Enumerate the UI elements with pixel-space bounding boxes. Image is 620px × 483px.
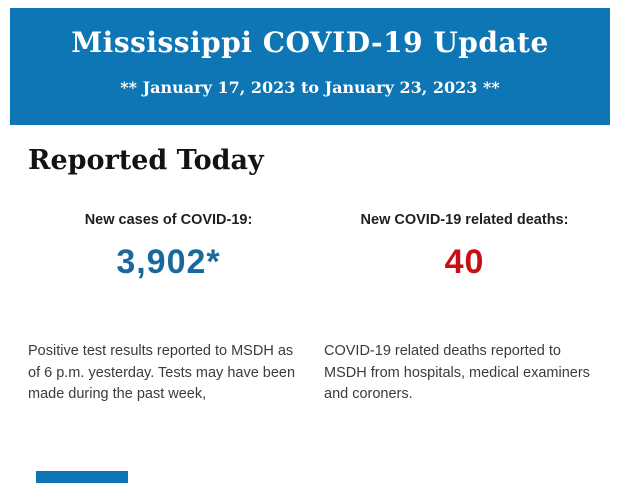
date-range: ** January 17, 2023 to January 23, 2023 … bbox=[120, 78, 500, 97]
newsletter-title: Mississippi COVID-19 Update bbox=[71, 26, 549, 59]
section-heading: Reported Today bbox=[28, 145, 264, 176]
next-section-banner-fragment bbox=[36, 471, 128, 483]
new-cases-value: 3,902* bbox=[116, 243, 221, 281]
stats-grid: New cases of COVID-19: 3,902* Positive t… bbox=[0, 178, 620, 406]
new-cases-column: New cases of COVID-19: 3,902* Positive t… bbox=[28, 178, 309, 406]
new-deaths-label: New COVID-19 related deaths: bbox=[360, 212, 569, 228]
new-deaths-column: New COVID-19 related deaths: 40 COVID-19… bbox=[324, 178, 605, 406]
new-cases-description: Positive test results reported to MSDH a… bbox=[28, 343, 296, 402]
new-deaths-description: COVID-19 related deaths reported to MSDH… bbox=[324, 343, 590, 402]
new-deaths-value: 40 bbox=[444, 243, 485, 281]
reported-today-section: Reported Today New cases of COVID-19: 3,… bbox=[0, 144, 620, 406]
header-banner: Mississippi COVID-19 Update ** January 1… bbox=[10, 8, 610, 125]
new-cases-label: New cases of COVID-19: bbox=[84, 212, 253, 228]
